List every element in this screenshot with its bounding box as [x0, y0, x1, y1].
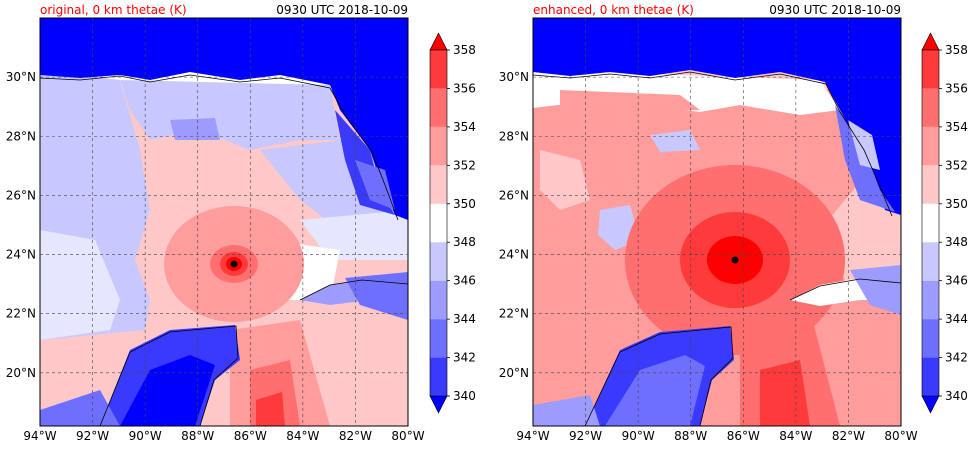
left-colorbar-under-arrow — [429, 395, 448, 414]
right-colorbar-bin — [922, 242, 939, 281]
right-lon-tick-label: 86°W — [727, 429, 760, 443]
right-colorbar-label: 340 — [945, 389, 968, 403]
right-lat-tick-label: 30°N — [499, 70, 529, 84]
right-lat-tick-label: 22°N — [499, 307, 529, 321]
right-colorbar-over-arrow — [921, 32, 940, 51]
left-lon-tick-label: 80°W — [391, 429, 424, 443]
right-colorbar-bin — [922, 203, 939, 243]
left-lon-tick-label: 94°W — [23, 429, 56, 443]
right-colorbar-under-arrow — [921, 395, 940, 414]
left-panel-time: 0930 UTC 2018-10-09 — [276, 3, 408, 17]
right-lat-tick-label: 26°N — [499, 188, 529, 202]
left-panel-title: original, 0 km thetae (K) — [40, 3, 187, 17]
left-lon-tick-label: 82°W — [339, 429, 372, 443]
left-colorbar-label: 356 — [453, 81, 476, 95]
right-lon-tick-label: 80°W — [884, 429, 917, 443]
left-lon-tick-label: 92°W — [76, 429, 109, 443]
left-colorbar-label: 350 — [453, 197, 476, 211]
right-colorbar-label: 356 — [945, 81, 968, 95]
left-colorbar-label: 340 — [453, 389, 476, 403]
right-colorbar-frame — [921, 49, 940, 397]
right-lon-tick-label: 94°W — [516, 429, 549, 443]
left-axis-ticks: 94°W 92°W 90°W 88°W 86°W 84°W 82°W 80°W 20°N 22°N… — [6, 70, 425, 443]
right-colorbar-bin — [922, 280, 939, 320]
right-axis-ticks: 94°W 92°W 90°W 88°W 86°W 84°W 82°W 80°W 20°N 22°N… — [499, 70, 918, 443]
right-graticule — [533, 18, 901, 426]
right-lat-tick-label: 20°N — [499, 366, 529, 380]
right-colorbar-bin — [922, 50, 939, 89]
right-colorbar-bin — [922, 357, 939, 396]
right-colorbar-bin — [922, 88, 939, 127]
left-map-frame — [39, 17, 409, 427]
right-colorbar-label: 350 — [945, 197, 968, 211]
right-colorbar-label: 346 — [945, 274, 968, 288]
left-colorbar-over-arrow — [429, 32, 448, 51]
left-lat-tick-label: 22°N — [6, 307, 36, 321]
right-colorbar-bin — [922, 319, 939, 358]
right-colorbar-label: 352 — [945, 158, 968, 172]
left-colorbar-bin — [430, 319, 447, 358]
right-lon-tick-label: 92°W — [569, 429, 602, 443]
left-thetae-field — [40, 18, 408, 426]
left-lat-tick-label: 30°N — [6, 70, 36, 84]
left-colorbar-bin — [430, 126, 447, 166]
left-colorbar: 340 342 344 346 348 350 352 354 356 358 — [429, 32, 476, 414]
left-colorbar-label: 352 — [453, 158, 476, 172]
right-lon-tick-label: 84°W — [779, 429, 812, 443]
left-colorbar-label: 346 — [453, 274, 476, 288]
left-graticule — [40, 18, 408, 426]
left-colorbar-bin — [430, 242, 447, 281]
left-storm-eye-marker — [230, 260, 238, 268]
left-lat-tick-label: 26°N — [6, 188, 36, 202]
right-colorbar-bin — [922, 126, 939, 166]
left-lat-tick-label: 24°N — [6, 248, 36, 262]
right-colorbar-label: 344 — [945, 312, 968, 326]
left-lon-tick-label: 86°W — [234, 429, 267, 443]
right-storm-eye-marker — [731, 256, 739, 264]
right-colorbar-label: 354 — [945, 120, 968, 134]
left-colorbar-bin — [430, 88, 447, 127]
right-colorbar: 340 342 344 346 348 350 352 354 356 358 — [921, 32, 968, 414]
left-colorbar-bin — [430, 50, 447, 89]
right-colorbar-label: 342 — [945, 351, 968, 365]
left-lon-tick-label: 90°W — [129, 429, 162, 443]
left-colorbar-bin — [430, 165, 447, 204]
left-colorbar-bin — [430, 203, 447, 243]
left-lat-tick-label: 20°N — [6, 366, 36, 380]
left-colorbar-label: 344 — [453, 312, 476, 326]
left-lon-tick-label: 84°W — [286, 429, 319, 443]
right-lat-tick-label: 28°N — [499, 129, 529, 143]
left-colorbar-bin — [430, 280, 447, 320]
right-lon-tick-label: 88°W — [674, 429, 707, 443]
right-thetae-field — [533, 18, 901, 426]
left-colorbar-label: 348 — [453, 235, 476, 249]
left-colorbar-frame — [429, 49, 448, 397]
right-map-frame — [532, 17, 902, 427]
right-colorbar-label: 348 — [945, 235, 968, 249]
right-colorbar-bin — [922, 165, 939, 204]
left-lon-tick-label: 88°W — [181, 429, 214, 443]
left-map-panel: original, 0 km thetae (K) 0930 UTC 2018-… — [6, 3, 476, 443]
left-colorbar-label: 354 — [453, 120, 476, 134]
left-colorbar-label: 358 — [453, 43, 476, 57]
right-lat-tick-label: 24°N — [499, 248, 529, 262]
right-lon-tick-label: 82°W — [832, 429, 865, 443]
right-panel-title: enhanced, 0 km thetae (K) — [533, 3, 694, 17]
left-lat-tick-label: 28°N — [6, 129, 36, 143]
right-colorbar-label: 358 — [945, 43, 968, 57]
left-colorbar-bin — [430, 357, 447, 396]
left-colorbar-label: 342 — [453, 351, 476, 365]
right-panel-time: 0930 UTC 2018-10-09 — [769, 3, 901, 17]
right-map-panel: enhanced, 0 km thetae (K) 0930 UTC 2018-… — [499, 3, 968, 443]
right-lon-tick-label: 90°W — [622, 429, 655, 443]
